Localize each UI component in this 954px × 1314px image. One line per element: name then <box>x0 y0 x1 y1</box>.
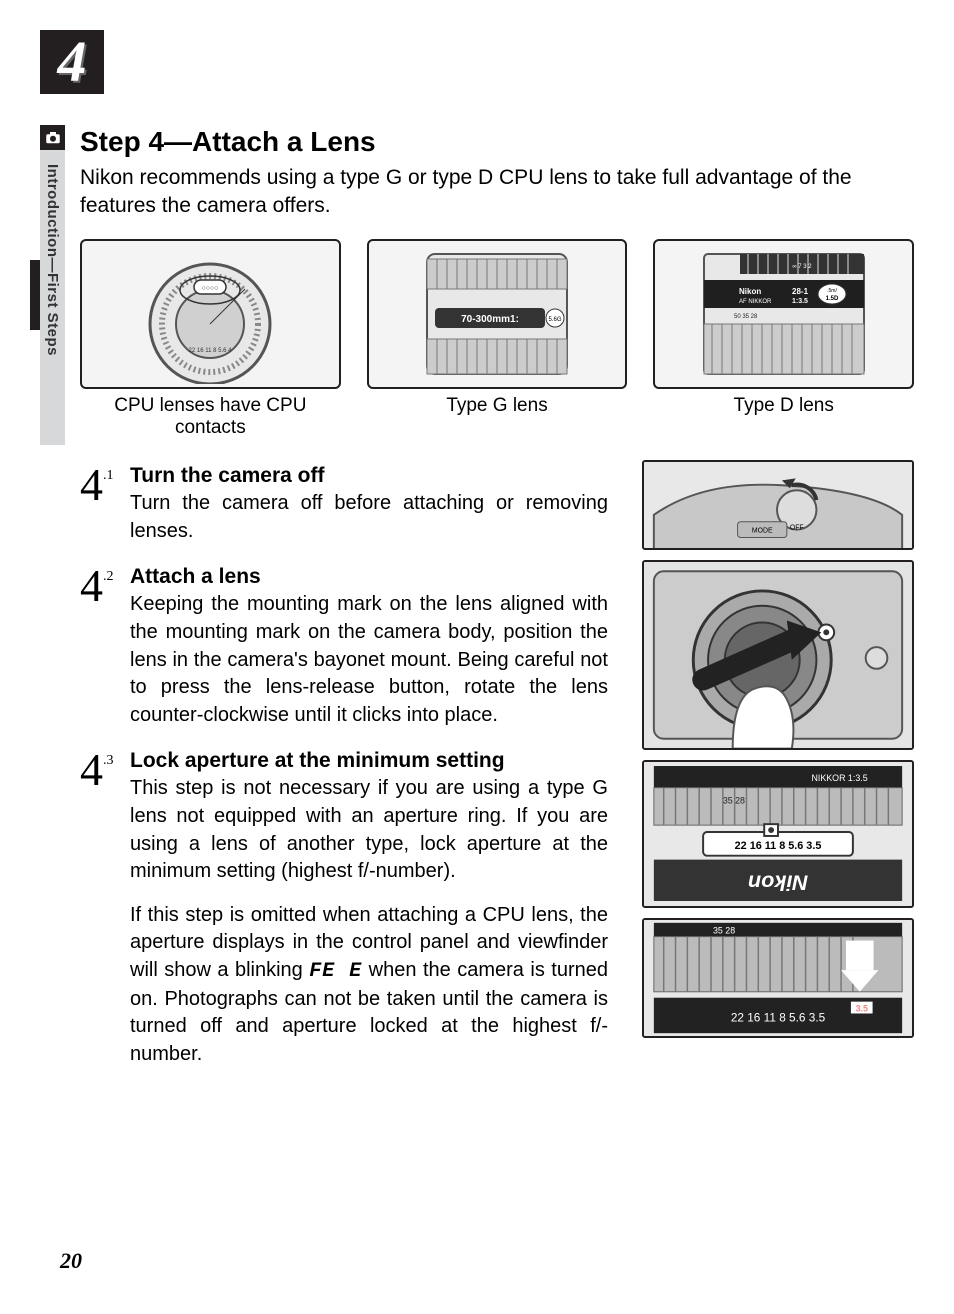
svg-text:∞ 7 3 2: ∞ 7 3 2 <box>792 264 812 270</box>
svg-text:22 16 11 8 5.6 3.5: 22 16 11 8 5.6 3.5 <box>731 1010 826 1024</box>
lens-item: ○○○○ 22 16 11 8 5.6 4 CPU lenses have CP… <box>80 239 341 441</box>
step-body-2: If this step is omitted when attaching a… <box>130 902 608 1069</box>
svg-text:○○○○: ○○○○ <box>202 285 219 292</box>
right-figures: OFF MODE <box>642 460 914 1038</box>
step-heading: Lock aperture at the minimum setting <box>130 749 608 773</box>
lens-row: ○○○○ 22 16 11 8 5.6 4 CPU lenses have CP… <box>80 239 914 441</box>
step-body: Keeping the mounting mark on the lens al… <box>130 591 608 729</box>
svg-text:70-300mm1:: 70-300mm1: <box>461 314 519 325</box>
step-number: 4 .3 <box>80 749 130 1068</box>
side-tab: Introduction—First Steps <box>40 125 65 445</box>
svg-text:1:3.5: 1:3.5 <box>792 298 808 305</box>
fig-aperture-lock: 35 28 22 16 11 8 5.6 3.5 3.5 <box>642 918 914 1038</box>
svg-text:50 35 28: 50 35 28 <box>734 314 758 320</box>
svg-text:MODE: MODE <box>752 528 773 535</box>
step-body: Turn the camera off before attaching or … <box>130 490 608 545</box>
page-number: 20 <box>60 1248 82 1274</box>
step-number: 4 .2 <box>80 565 130 729</box>
fig-aperture-ring: NIKKOR 1:3.5 35 28 22 16 11 8 5.6 3.5 Ni… <box>642 760 914 908</box>
step-heading: Attach a lens <box>130 565 608 589</box>
step-body: This step is not necessary if you are us… <box>130 775 608 885</box>
svg-text:22 16 11 8 5.6 4: 22 16 11 8 5.6 4 <box>189 348 233 354</box>
svg-text:Nikon: Nikon <box>739 287 761 296</box>
page-title: Step 4—Attach a Lens <box>80 126 914 158</box>
fee-indicator: FE E <box>309 960 362 983</box>
svg-text:NIKKOR 1:3.5: NIKKOR 1:3.5 <box>812 773 868 783</box>
side-marker-bar <box>30 260 40 330</box>
svg-text:OFF: OFF <box>790 525 804 532</box>
step-4-2: 4 .2 Attach a lens Keeping the mounting … <box>80 565 620 729</box>
camera-icon <box>40 125 65 150</box>
svg-text:3.5: 3.5 <box>856 1004 868 1014</box>
svg-text:1.5D: 1.5D <box>825 296 838 302</box>
step-4-1: 4 .1 Turn the camera off Turn the camera… <box>80 464 620 545</box>
fig-attach-lens <box>642 560 914 750</box>
lens-label: Type G lens <box>367 395 628 418</box>
svg-text:28-1: 28-1 <box>792 287 809 296</box>
step-4-3: 4 .3 Lock aperture at the minimum settin… <box>80 749 620 1068</box>
chapter-badge: 4 <box>40 30 104 94</box>
step-heading: Turn the camera off <box>130 464 608 488</box>
svg-text:AF NIKKOR: AF NIKKOR <box>739 299 772 305</box>
svg-text:.5m/: .5m/ <box>827 288 837 294</box>
lens-label: CPU lenses have CPU contacts <box>80 395 341 441</box>
svg-text:Nikon: Nikon <box>748 870 808 895</box>
svg-text:35 28: 35 28 <box>723 795 745 805</box>
lens-fig-typeg: 70-300mm1: 5.6G <box>367 239 628 389</box>
svg-text:5.6G: 5.6G <box>548 317 561 323</box>
lens-item: ∞ 7 3 2 Nikon AF NIKKOR 28-1 1:3.5 .5m/ … <box>653 239 914 441</box>
side-tab-label: Introduction—First Steps <box>40 150 61 356</box>
lens-fig-typed: ∞ 7 3 2 Nikon AF NIKKOR 28-1 1:3.5 .5m/ … <box>653 239 914 389</box>
svg-text:35 28: 35 28 <box>713 926 735 936</box>
lens-label: Type D lens <box>653 395 914 418</box>
lens-item: 70-300mm1: 5.6G Type G lens <box>367 239 628 441</box>
chapter-number: 4 <box>58 33 87 91</box>
svg-text:22 16 11 8 5.6 3.5: 22 16 11 8 5.6 3.5 <box>735 840 822 852</box>
fig-camera-off: OFF MODE <box>642 460 914 550</box>
intro-text: Nikon recommends using a type G or type … <box>80 164 914 221</box>
lens-fig-cpu: ○○○○ 22 16 11 8 5.6 4 <box>80 239 341 389</box>
step-number: 4 .1 <box>80 464 130 545</box>
